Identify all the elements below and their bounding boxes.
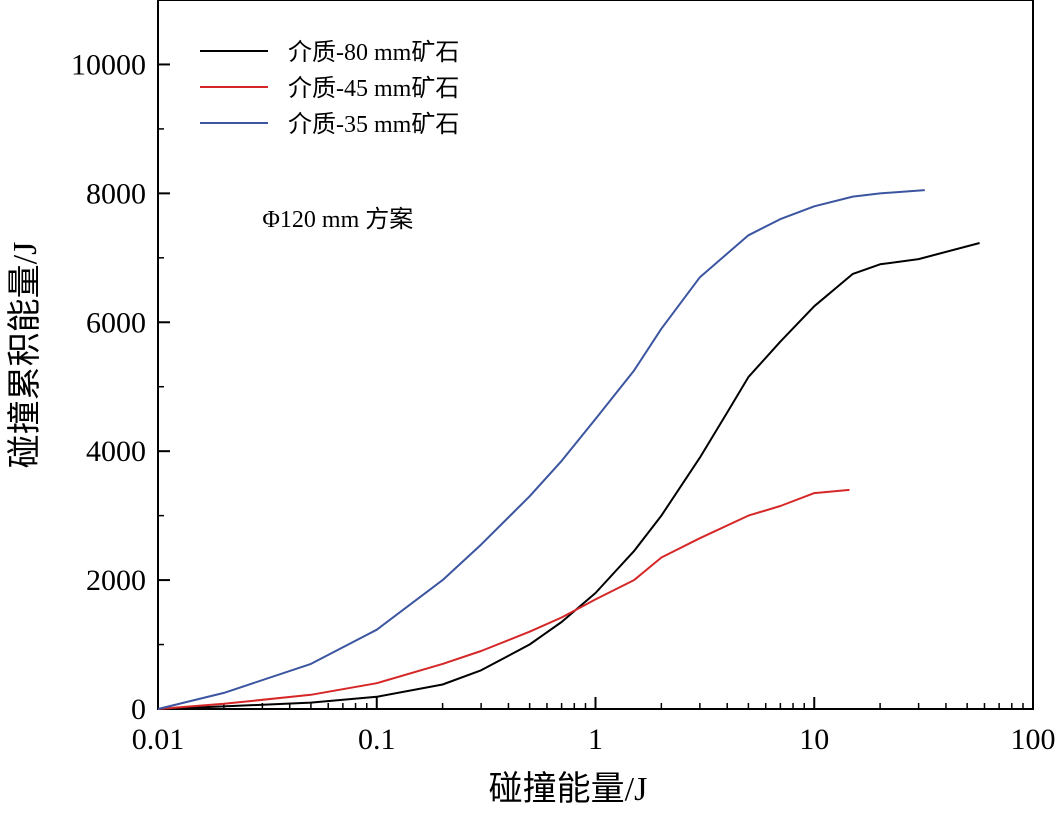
x-tick-label: 0.1 — [358, 723, 396, 756]
annotation-text: Φ120 mm 方案 — [262, 206, 413, 233]
x-axis-title: 碰撞能量/J — [489, 770, 648, 808]
annotations: Φ120 mm 方案 — [262, 206, 413, 233]
x-tick-label: 100 — [1011, 723, 1056, 756]
y-tick-label: 4000 — [86, 435, 146, 468]
series-line-1 — [157, 488, 850, 710]
legend-label: 介质-45 mm矿石 — [288, 75, 459, 102]
x-tick-label: 10 — [799, 723, 829, 756]
series-line-0 — [157, 242, 980, 710]
plot-frame — [157, 0, 1034, 710]
x-tick-label: 0.01 — [132, 723, 185, 756]
y-tick-label: 0 — [131, 693, 146, 726]
series-line-2 — [157, 189, 925, 710]
x-tick-label: 1 — [588, 723, 603, 756]
legend-label: 介质-80 mm矿石 — [288, 39, 459, 66]
y-axis-title: 碰撞累积能量/J — [6, 242, 44, 469]
legend-label: 介质-35 mm矿石 — [288, 111, 459, 138]
axis-ticks: 0.01 0.1 1 10 100 0 2000 4000 6000 8000 10000 — [71, 0, 1056, 756]
y-tick-label: 6000 — [86, 306, 146, 339]
y-tick-label: 10000 — [71, 48, 146, 81]
y-tick-label: 2000 — [86, 564, 146, 597]
y-tick-label: 8000 — [86, 177, 146, 210]
series-layer — [157, 189, 980, 710]
